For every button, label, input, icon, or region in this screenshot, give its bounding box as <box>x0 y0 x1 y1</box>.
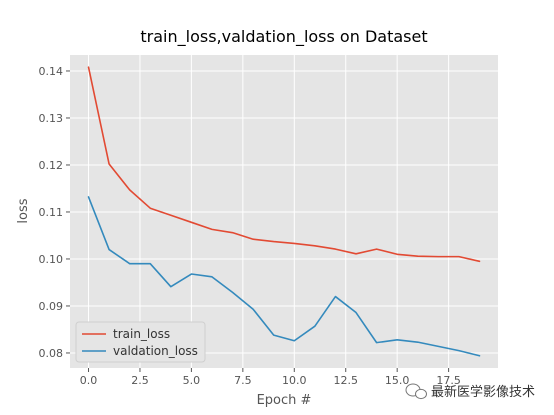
data-point-valdation-loss-14 <box>376 342 378 344</box>
data-point-train-loss-9 <box>273 241 275 243</box>
x-tick-label-0-0: 0.0 <box>80 374 98 387</box>
data-point-train-loss-19 <box>478 260 480 262</box>
x-tick-label-2-5: 2.5 <box>131 374 149 387</box>
data-point-train-loss-14 <box>376 248 378 250</box>
data-point-train-loss-7 <box>232 232 234 234</box>
data-point-train-loss-11 <box>314 245 316 247</box>
y-tick-label-0-13: 0.13 <box>39 112 64 125</box>
data-point-train-loss-5 <box>190 221 192 223</box>
x-axis-label: Epoch # <box>257 393 312 408</box>
x-tick-label-10-0: 10.0 <box>282 374 307 387</box>
data-point-valdation-loss-11 <box>314 325 316 327</box>
data-point-train-loss-2 <box>129 189 131 191</box>
series-line-train-loss <box>87 66 481 263</box>
data-point-train-loss-0 <box>88 66 90 68</box>
data-point-valdation-loss-0 <box>88 196 90 198</box>
data-point-train-loss-15 <box>396 253 398 255</box>
x-tick-label-7-5: 7.5 <box>234 374 252 387</box>
data-point-valdation-loss-5 <box>190 273 192 275</box>
x-tick-label-12-5: 12.5 <box>333 374 358 387</box>
data-point-valdation-loss-8 <box>252 308 254 310</box>
data-point-train-loss-17 <box>437 256 439 258</box>
data-point-train-loss-8 <box>252 238 254 240</box>
legend: train_loss valdation_loss <box>75 321 206 363</box>
x-tick-label-17-5: 17.5 <box>436 374 461 387</box>
legend-label-valdation-loss: valdation_loss <box>113 344 198 358</box>
data-point-valdation-loss-17 <box>437 345 439 347</box>
x-tick-label-5-0: 5.0 <box>183 374 201 387</box>
data-point-valdation-loss-7 <box>232 291 234 293</box>
data-point-valdation-loss-6 <box>211 276 213 278</box>
data-point-train-loss-4 <box>170 214 172 216</box>
data-point-train-loss-16 <box>417 255 419 257</box>
data-point-valdation-loss-9 <box>273 334 275 336</box>
y-tick-label-0-08: 0.08 <box>39 347 64 360</box>
data-point-valdation-loss-1 <box>108 249 110 251</box>
data-point-train-loss-12 <box>334 248 336 250</box>
x-tick-label-15-0: 15.0 <box>385 374 410 387</box>
ticks: 0.0 2.5 5.0 7.5 10.0 12.5 15.0 17.5 0.08 0.09 0.10… <box>39 65 461 387</box>
y-tick-label-0-10: 0.10 <box>39 253 64 266</box>
chart-title: train_loss,valdation_loss on Dataset <box>140 27 427 47</box>
y-tick-label-0-14: 0.14 <box>39 65 64 78</box>
watermark: 最新医学影像技术 <box>405 383 535 400</box>
data-point-train-loss-18 <box>458 256 460 258</box>
legend-box <box>75 321 206 363</box>
y-tick-label-0-12: 0.12 <box>39 159 64 172</box>
wechat-icon <box>405 383 427 400</box>
data-point-valdation-loss-19 <box>478 355 480 357</box>
data-point-valdation-loss-2 <box>129 263 131 265</box>
data-point-valdation-loss-15 <box>396 339 398 341</box>
data-point-train-loss-6 <box>211 228 213 230</box>
data-point-valdation-loss-18 <box>458 350 460 352</box>
series-line-valdation-loss <box>87 196 481 357</box>
data-point-valdation-loss-13 <box>355 312 357 314</box>
data-point-valdation-loss-3 <box>149 263 151 265</box>
data-point-valdation-loss-16 <box>417 341 419 343</box>
data-point-train-loss-10 <box>293 242 295 244</box>
y-tick-label-0-11: 0.11 <box>39 206 64 219</box>
y-axis-label: loss <box>16 198 31 223</box>
series-lines <box>87 66 481 357</box>
data-point-valdation-loss-4 <box>170 286 172 288</box>
data-point-train-loss-13 <box>355 253 357 255</box>
watermark-text: 最新医学影像技术 <box>431 384 535 400</box>
legend-label-train-loss: train_loss <box>113 327 170 341</box>
data-point-valdation-loss-10 <box>293 340 295 342</box>
data-point-train-loss-1 <box>108 163 110 165</box>
data-point-train-loss-3 <box>149 207 151 209</box>
data-point-valdation-loss-12 <box>334 296 336 298</box>
y-tick-label-0-09: 0.09 <box>39 300 64 313</box>
